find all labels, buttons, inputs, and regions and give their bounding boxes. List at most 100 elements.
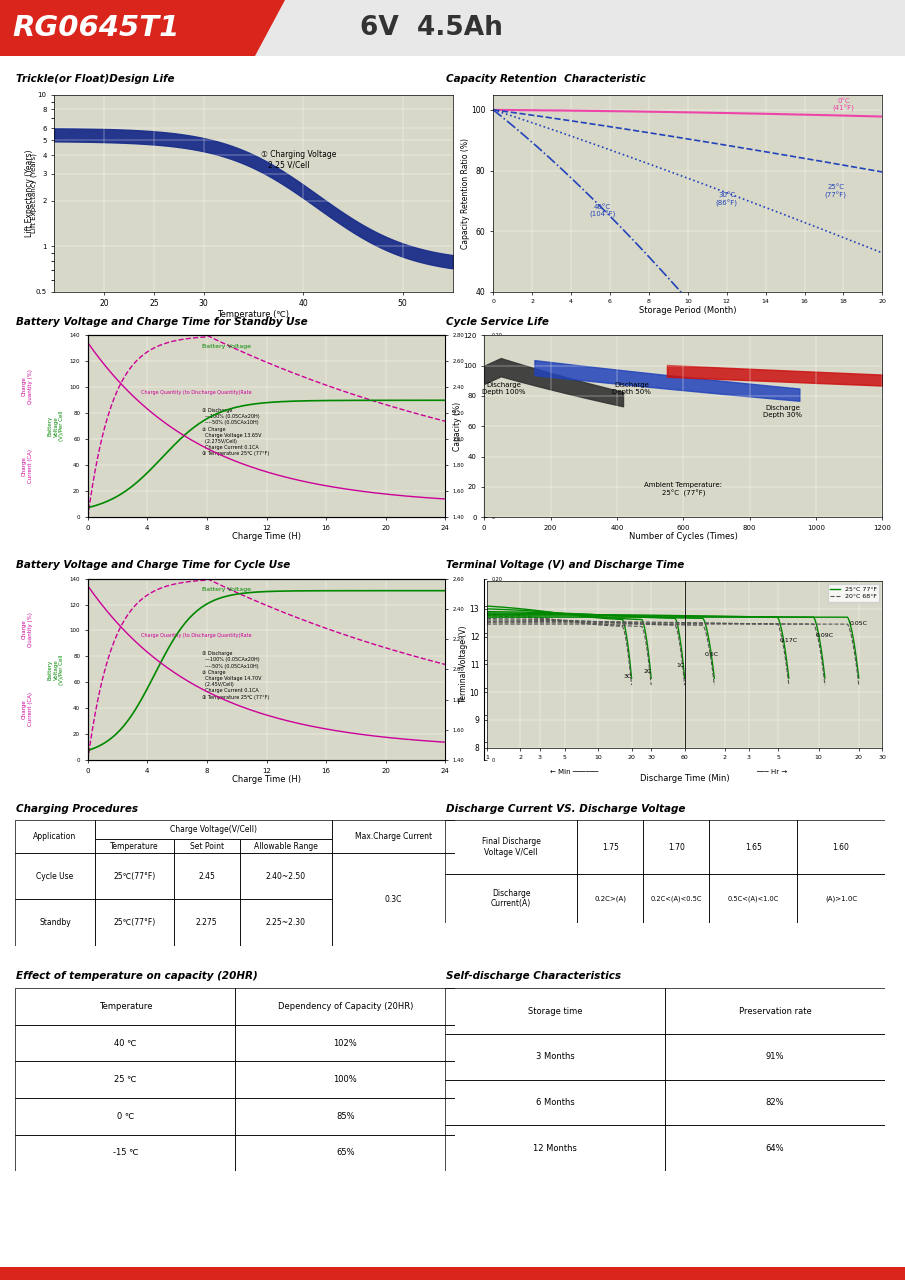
Text: 0.2C<(A)<0.5C: 0.2C<(A)<0.5C <box>651 895 702 901</box>
Bar <box>445 1125 665 1171</box>
Text: 0.6C: 0.6C <box>705 652 719 657</box>
Text: 0.17C: 0.17C <box>779 639 797 643</box>
Text: Preservation rate: Preservation rate <box>738 1006 812 1015</box>
Bar <box>174 900 240 946</box>
Polygon shape <box>255 0 905 56</box>
Y-axis label: Capacity (%): Capacity (%) <box>452 402 462 451</box>
Bar <box>445 820 577 874</box>
Text: 1C: 1C <box>677 663 685 668</box>
Bar <box>94 900 174 946</box>
Text: Terminal Voltage (V) and Discharge Time: Terminal Voltage (V) and Discharge Time <box>445 561 684 571</box>
Text: Cycle Use: Cycle Use <box>36 872 73 881</box>
Text: Discharge Current VS. Discharge Voltage: Discharge Current VS. Discharge Voltage <box>445 804 685 814</box>
Text: 82%: 82% <box>766 1098 785 1107</box>
Text: Battery Voltage: Battery Voltage <box>202 344 252 349</box>
Bar <box>15 1134 235 1171</box>
Bar <box>15 852 94 900</box>
Text: Charge
Current (CA): Charge Current (CA) <box>22 692 33 727</box>
Bar <box>445 1080 665 1125</box>
X-axis label: Storage Period (Month): Storage Period (Month) <box>639 306 737 315</box>
Text: Discharge
Depth 30%: Discharge Depth 30% <box>763 406 803 419</box>
Text: 64%: 64% <box>766 1144 785 1153</box>
Bar <box>797 874 885 923</box>
Text: 100%: 100% <box>333 1075 357 1084</box>
Text: Max.Charge Current: Max.Charge Current <box>355 832 433 841</box>
Text: 3 Months: 3 Months <box>536 1052 575 1061</box>
Bar <box>577 874 643 923</box>
Bar <box>94 820 332 840</box>
Text: Charging Procedures: Charging Procedures <box>15 804 138 814</box>
Text: 65%: 65% <box>336 1148 355 1157</box>
Bar <box>235 1025 455 1061</box>
Text: Cycle Service Life: Cycle Service Life <box>445 317 548 328</box>
Bar <box>235 1061 455 1098</box>
Bar <box>94 840 174 852</box>
Bar <box>235 1098 455 1134</box>
Text: Discharge
Current(A): Discharge Current(A) <box>491 888 531 908</box>
Text: 0.09C: 0.09C <box>815 632 834 637</box>
Text: Battery Voltage: Battery Voltage <box>202 588 252 593</box>
Bar <box>710 820 797 874</box>
Text: 6 Months: 6 Months <box>536 1098 575 1107</box>
Text: ① Discharge
  —100% (0.05CAx20H)
  ----50% (0.05CAx10H)
② Charge
  Charge Voltag: ① Discharge —100% (0.05CAx20H) ----50% (… <box>202 652 270 700</box>
Bar <box>235 1134 455 1171</box>
Text: 91%: 91% <box>766 1052 785 1061</box>
Bar <box>665 1080 885 1125</box>
Bar <box>710 874 797 923</box>
Text: Trickle(or Float)Design Life: Trickle(or Float)Design Life <box>15 74 175 84</box>
Text: Capacity Retention  Characteristic: Capacity Retention Characteristic <box>445 74 645 84</box>
Bar <box>643 874 710 923</box>
Bar <box>15 988 235 1025</box>
Text: 12 Months: 12 Months <box>533 1144 577 1153</box>
Text: Dependency of Capacity (20HR): Dependency of Capacity (20HR) <box>278 1002 413 1011</box>
Text: (A)>1.0C: (A)>1.0C <box>825 895 857 901</box>
X-axis label: Temperature (℃): Temperature (℃) <box>217 310 290 319</box>
Text: 2.25~2.30: 2.25~2.30 <box>266 918 306 927</box>
Legend: 25°C 77°F, 20°C 68°F: 25°C 77°F, 20°C 68°F <box>828 584 880 602</box>
Text: 3C: 3C <box>624 675 632 680</box>
Text: 40 ℃: 40 ℃ <box>114 1038 137 1047</box>
X-axis label: Charge Time (H): Charge Time (H) <box>232 776 301 785</box>
Bar <box>665 988 885 1034</box>
Text: 2C: 2C <box>643 668 652 673</box>
Text: Battery Voltage and Charge Time for Standby Use: Battery Voltage and Charge Time for Stan… <box>15 317 308 328</box>
Text: Self-discharge Characteristics: Self-discharge Characteristics <box>445 972 621 982</box>
Text: 1.70: 1.70 <box>668 842 684 851</box>
Text: 1.65: 1.65 <box>745 842 762 851</box>
Text: 40°C
(104°F): 40°C (104°F) <box>589 204 615 219</box>
Text: Charge
Quantity (%): Charge Quantity (%) <box>22 369 33 403</box>
Text: 2.275: 2.275 <box>195 918 217 927</box>
Bar <box>240 852 332 900</box>
Text: 1.60: 1.60 <box>833 842 850 851</box>
Text: Standby: Standby <box>39 918 71 927</box>
Bar <box>15 1098 235 1134</box>
Text: 0.3C: 0.3C <box>385 895 403 904</box>
Text: Temperature: Temperature <box>110 841 158 850</box>
Text: Ambient Temperature:
25°C  (77°F): Ambient Temperature: 25°C (77°F) <box>644 483 722 497</box>
Text: 25°C
(77°F): 25°C (77°F) <box>824 184 847 198</box>
Bar <box>15 820 94 852</box>
Text: Charge
Current (CA): Charge Current (CA) <box>22 449 33 484</box>
Text: 25℃(77°F): 25℃(77°F) <box>113 872 156 881</box>
Text: 2.45: 2.45 <box>198 872 215 881</box>
Text: 6V  4.5Ah: 6V 4.5Ah <box>360 15 503 41</box>
Text: Final Discharge
Voltage V/Cell: Final Discharge Voltage V/Cell <box>481 837 540 856</box>
Text: 1.75: 1.75 <box>602 842 619 851</box>
Bar <box>174 852 240 900</box>
Y-axis label: Capacity Retention Ratio (%): Capacity Retention Ratio (%) <box>461 138 470 248</box>
Text: Charge Quantity (to Discharge Quantity)Rate: Charge Quantity (to Discharge Quantity)R… <box>141 632 252 637</box>
Bar <box>445 1034 665 1080</box>
Bar <box>332 852 455 946</box>
Bar <box>15 1025 235 1061</box>
Bar <box>445 874 577 923</box>
Text: Charge Quantity (to Discharge Quantity)Rate: Charge Quantity (to Discharge Quantity)R… <box>141 389 252 394</box>
Bar <box>797 820 885 874</box>
Text: 0.2C>(A): 0.2C>(A) <box>595 895 626 901</box>
Text: 0°C
(41°F): 0°C (41°F) <box>833 97 854 111</box>
Bar <box>240 900 332 946</box>
Bar <box>235 988 455 1025</box>
Text: Battery Voltage and Charge Time for Cycle Use: Battery Voltage and Charge Time for Cycl… <box>15 561 290 571</box>
Text: 25℃(77°F): 25℃(77°F) <box>113 918 156 927</box>
Bar <box>665 1034 885 1080</box>
Text: Battery
Voltage
(V)/Per Cell: Battery Voltage (V)/Per Cell <box>48 654 64 685</box>
